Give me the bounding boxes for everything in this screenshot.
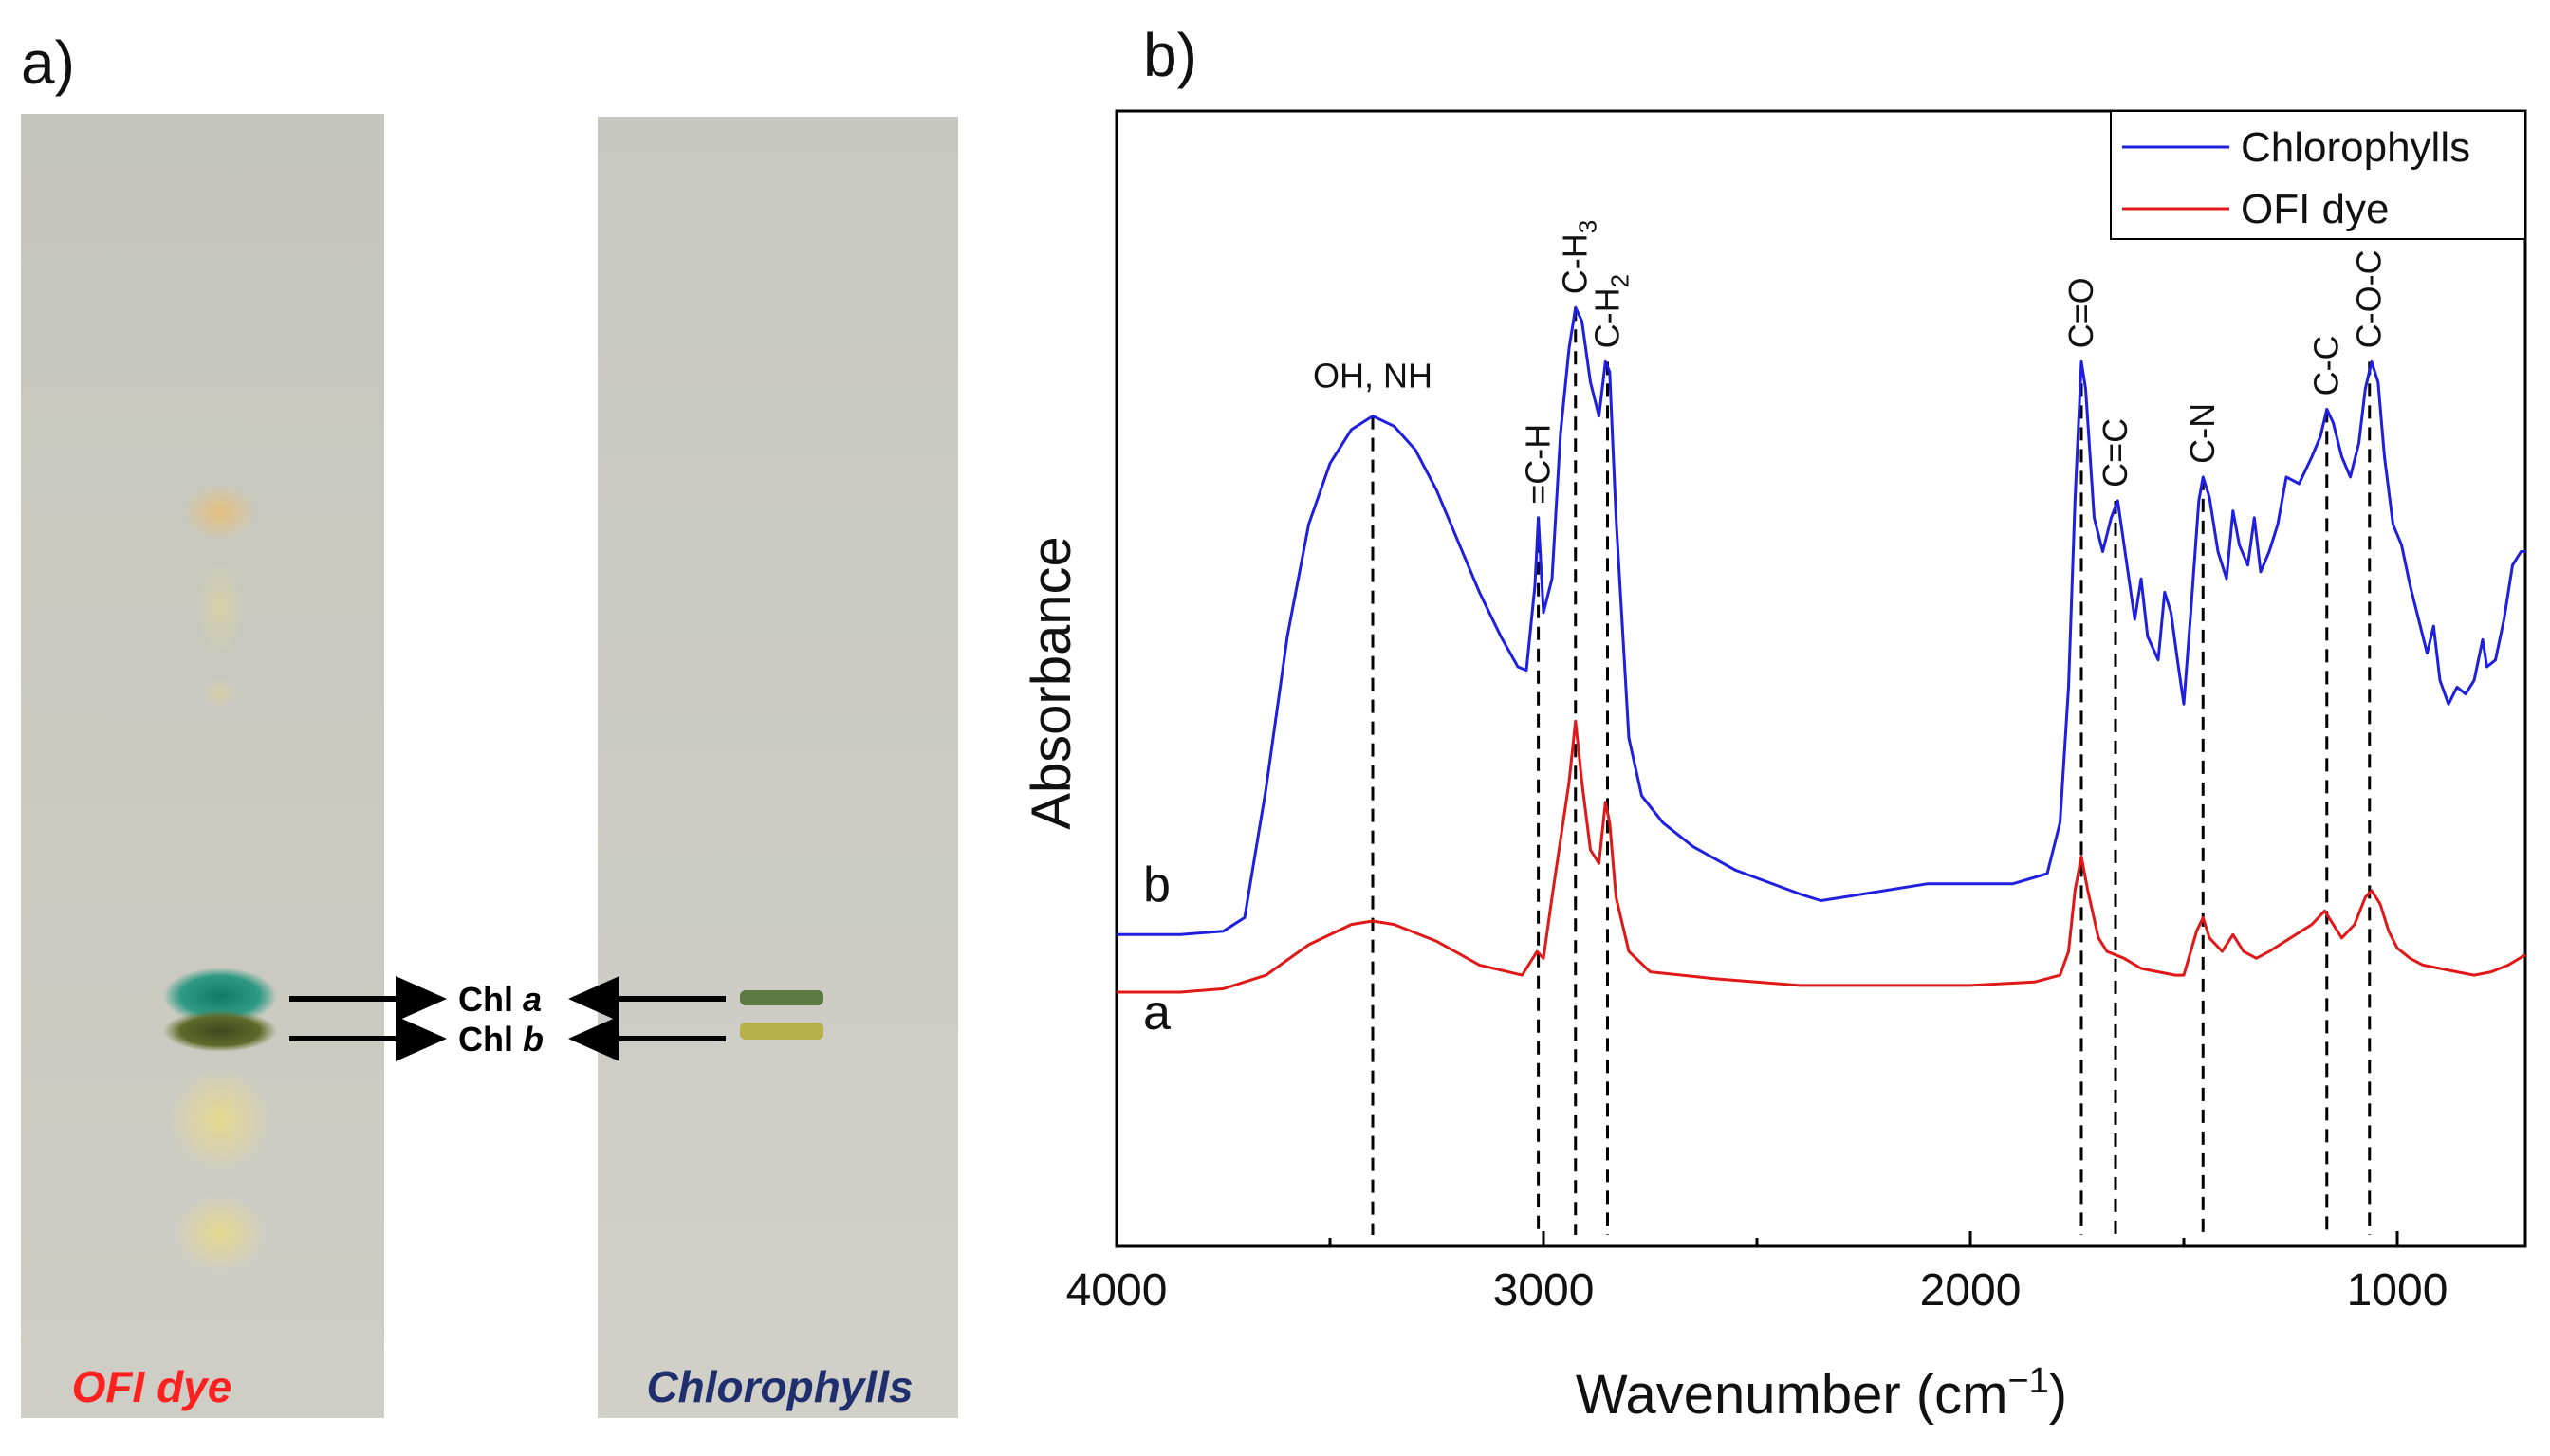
tlc-plate-chlorophylls — [598, 117, 958, 1418]
strip-caption-ofi: OFI dye — [72, 1362, 232, 1411]
x-tick-label: 4000 — [1066, 1265, 1168, 1316]
x-tick-label: 3000 — [1493, 1265, 1595, 1316]
annotation-label: C-H3 — [1556, 220, 1602, 294]
chl-b-band-ref — [740, 1023, 823, 1040]
chl-a-band-ref — [740, 990, 823, 1005]
x-axis-title: Wavenumber (cm−1) — [1576, 1361, 2067, 1426]
annotation-lines — [1371, 307, 2372, 1235]
x-tick-label: 1000 — [2347, 1265, 2448, 1316]
panel-a: a) OFI dye Chlorophylls Chl a Chl b — [21, 28, 958, 1418]
annotation-label: C-C — [2307, 335, 2346, 396]
chl-a-band-ofi — [163, 968, 277, 1024]
yellow-spot-1 — [168, 1067, 272, 1171]
legend-box — [2110, 110, 2526, 240]
legend-label-ofi: OFI dye — [2241, 186, 2390, 232]
annotation-labels: OH, NH =C-H C-H3C-H2 C=O C=C C-N C-CC-O-C — [1313, 220, 2389, 505]
chl-b-band-ofi — [163, 1010, 277, 1052]
faint-spot — [203, 677, 237, 708]
panel-a-label: a) — [21, 28, 75, 97]
series-line-a — [1117, 719, 2526, 994]
yellow-spot-2 — [175, 1195, 266, 1271]
orange-spot — [182, 484, 258, 541]
tlc-strip-ofi: OFI dye — [21, 114, 384, 1418]
annotation-label: C-N — [2183, 403, 2222, 464]
faint-streak — [195, 560, 245, 654]
curve-tag-a: a — [1143, 986, 1171, 1041]
band-arrows: Chl a Chl b — [289, 976, 726, 1061]
panel-b-label: b) — [1143, 21, 1197, 89]
chl-b-label: Chl b — [458, 1020, 544, 1059]
y-axis-title: Absorbance — [1021, 536, 1082, 830]
legend: Chlorophylls OFI dye — [2110, 110, 2526, 240]
annotation-label: C-H2 — [1588, 274, 1635, 348]
legend-label-chlorophylls: Chlorophylls — [2241, 124, 2470, 171]
annotation-label: =C-H — [1519, 424, 1558, 505]
series-layer: ba — [1117, 305, 2526, 1041]
plot-frame — [1115, 109, 2527, 1248]
tlc-strip-chlorophylls: Chlorophylls — [598, 117, 958, 1418]
annotation-label: C-O-C — [2350, 249, 2389, 348]
annotation-label: OH, NH — [1313, 357, 1432, 396]
panel-b: b) ba OH, NH=C-HC-H3C-H2 C=OC=C C-NC-CC-O-… — [1021, 21, 2527, 1426]
curve-tag-b: b — [1143, 857, 1171, 912]
x-tick-label: 2000 — [1920, 1265, 2022, 1316]
series-line-b — [1117, 305, 2525, 936]
x-axis-ticks: 4000 3000 2000 1000 — [1066, 1231, 2448, 1316]
strip-caption-chlorophylls: Chlorophylls — [646, 1362, 913, 1411]
chl-a-label: Chl a — [458, 980, 542, 1019]
annotation-label: C=O — [2061, 277, 2100, 348]
annotation-label: C=C — [2096, 418, 2134, 488]
